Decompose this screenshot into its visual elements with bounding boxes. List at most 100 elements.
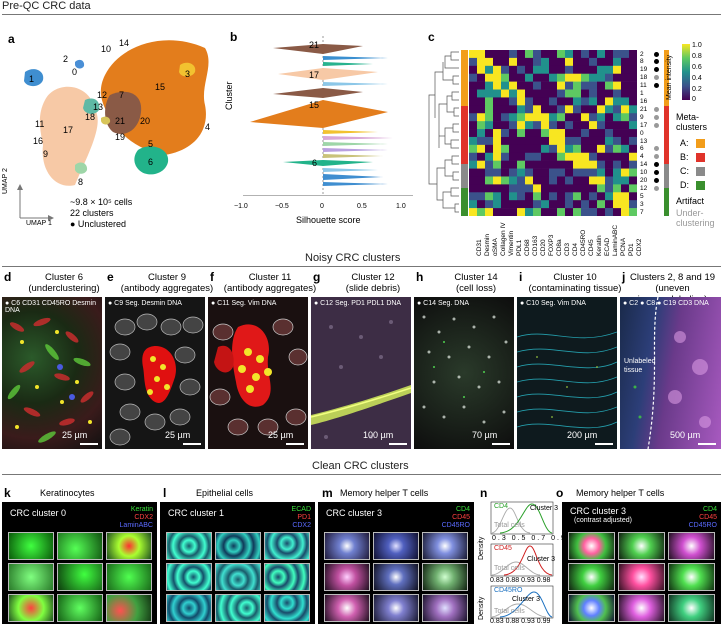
heatmap-cell bbox=[613, 97, 622, 106]
panel-label-j: j bbox=[622, 270, 626, 284]
heatmap-cell bbox=[589, 152, 598, 161]
heatmap-cell bbox=[525, 160, 534, 169]
heatmap-cell bbox=[565, 136, 574, 146]
heatmap-col-label: PD1 bbox=[628, 243, 635, 256]
umap-label-15: 15 bbox=[155, 82, 165, 92]
heatmap-row-marker bbox=[654, 185, 659, 191]
heatmap-cell bbox=[581, 113, 590, 122]
heatmap-cell bbox=[469, 129, 478, 138]
silhouette-side-label-21: 21 bbox=[309, 40, 320, 50]
heatmap-cell bbox=[605, 50, 614, 59]
heatmap-cell bbox=[501, 73, 510, 82]
heatmap-cell bbox=[517, 144, 526, 154]
silhouette-tick: −1.0 bbox=[234, 203, 248, 210]
density-marker-cd45: CD45 bbox=[494, 545, 512, 552]
heatmap-cell bbox=[501, 192, 510, 201]
heatmap-cell bbox=[597, 50, 606, 59]
heatmap-cell bbox=[613, 168, 622, 177]
channel-cd45ro: CD45RO bbox=[441, 522, 470, 529]
heatmap-cell bbox=[557, 73, 566, 82]
heatmap-cell bbox=[485, 121, 494, 130]
heatmap-cell bbox=[621, 200, 630, 209]
heatmap-cell bbox=[541, 105, 550, 114]
heatmap-cell bbox=[557, 89, 566, 98]
heatmap-cell bbox=[469, 152, 478, 161]
heatmap-cell bbox=[581, 200, 590, 209]
heatmap-row-label: 21 bbox=[640, 105, 648, 113]
heatmap-cell bbox=[493, 200, 502, 209]
cluster-label-k: CRC cluster 0 bbox=[10, 508, 67, 518]
heatmap-cell bbox=[589, 65, 598, 75]
heatmap-cell bbox=[613, 105, 622, 114]
heatmap-cell bbox=[501, 176, 510, 185]
scale-bar bbox=[492, 443, 510, 445]
heatmap-cell bbox=[573, 81, 582, 90]
heatmap-cell bbox=[517, 65, 526, 75]
heatmap-cell bbox=[621, 65, 630, 75]
heatmap-cell bbox=[605, 144, 614, 154]
heatmap-cell bbox=[485, 89, 494, 98]
heatmap-cell bbox=[589, 73, 598, 82]
colorbar-tick: 0 bbox=[692, 96, 696, 103]
heatmap-cell bbox=[565, 73, 574, 82]
heatmap-cell bbox=[541, 65, 550, 75]
colorbar-title: Mean intensity bbox=[666, 54, 673, 100]
heatmap-cell bbox=[525, 208, 534, 216]
silhouette-side-label-15: 15 bbox=[309, 100, 320, 110]
heatmap-cell bbox=[629, 144, 637, 154]
heatmap-col-label: FOXP3 bbox=[548, 234, 555, 256]
heatmap-cell bbox=[501, 129, 510, 138]
heatmap-cell bbox=[629, 73, 637, 82]
image-cluster-10: ● C10 Seg. Vim DNA 200 µm bbox=[517, 297, 617, 449]
heatmap-cell bbox=[589, 176, 598, 185]
scale-bar bbox=[286, 443, 304, 445]
heatmap-cell bbox=[581, 168, 590, 177]
heatmap-row-label: 2 bbox=[640, 50, 644, 58]
colorbar-tick: 0.8 bbox=[692, 53, 702, 60]
heatmap-cell bbox=[541, 152, 550, 161]
umap-label-0: 0 bbox=[72, 67, 77, 77]
heatmap-cell bbox=[629, 121, 637, 130]
heatmap-cell bbox=[469, 97, 478, 106]
heatmap-cell bbox=[549, 144, 558, 154]
heatmap-cell bbox=[581, 65, 590, 75]
meta-b-label: B: bbox=[680, 152, 689, 162]
heatmap-cell bbox=[477, 136, 486, 146]
clean-title-o: Memory helper T cells bbox=[576, 488, 665, 498]
heatmap-cell bbox=[509, 152, 518, 161]
heatmap-cell bbox=[509, 89, 518, 98]
heatmap-cell bbox=[621, 105, 630, 114]
heatmap-cell bbox=[477, 121, 486, 130]
density-marker-cd4: CD4 bbox=[494, 503, 509, 510]
heatmap-cell bbox=[493, 152, 502, 161]
heatmap-cell bbox=[557, 176, 566, 185]
heatmap-cell bbox=[533, 50, 542, 59]
image-memory-t-cells: CRC cluster 3 CD4 CD45 CD45RO bbox=[318, 502, 474, 624]
heatmap-cell bbox=[549, 208, 558, 216]
heatmap-cell bbox=[573, 200, 582, 209]
umap-note-unclustered: ● Unclustered bbox=[70, 219, 126, 229]
umap-cluster-21 bbox=[105, 91, 142, 134]
heatmap-cell bbox=[613, 144, 622, 154]
heatmap-cell bbox=[485, 176, 494, 185]
heatmap-cell bbox=[477, 73, 486, 82]
heatmap-col-label: CD68 bbox=[524, 239, 531, 256]
heatmap-row-label: 16 bbox=[640, 97, 648, 105]
heatmap-cell bbox=[509, 129, 518, 138]
heatmap-cell bbox=[605, 97, 614, 106]
heatmap-cell bbox=[493, 73, 502, 82]
heatmap-col-label: Keratin bbox=[596, 235, 603, 256]
heatmap-cell bbox=[517, 121, 526, 130]
heatmap-cell bbox=[493, 208, 502, 216]
meta-bar-d bbox=[461, 188, 468, 216]
heatmap-cell bbox=[565, 160, 574, 169]
cluster-label-l: CRC cluster 1 bbox=[168, 508, 225, 518]
umap-cluster-3 bbox=[179, 62, 196, 77]
heatmap-cell bbox=[565, 192, 574, 201]
heatmap-cell bbox=[613, 129, 622, 138]
heatmap-cell bbox=[477, 176, 486, 185]
heatmap-cell bbox=[533, 144, 542, 154]
heatmap-cell bbox=[517, 73, 526, 82]
heatmap-cell bbox=[621, 144, 630, 154]
silhouette-plot bbox=[243, 36, 413, 196]
